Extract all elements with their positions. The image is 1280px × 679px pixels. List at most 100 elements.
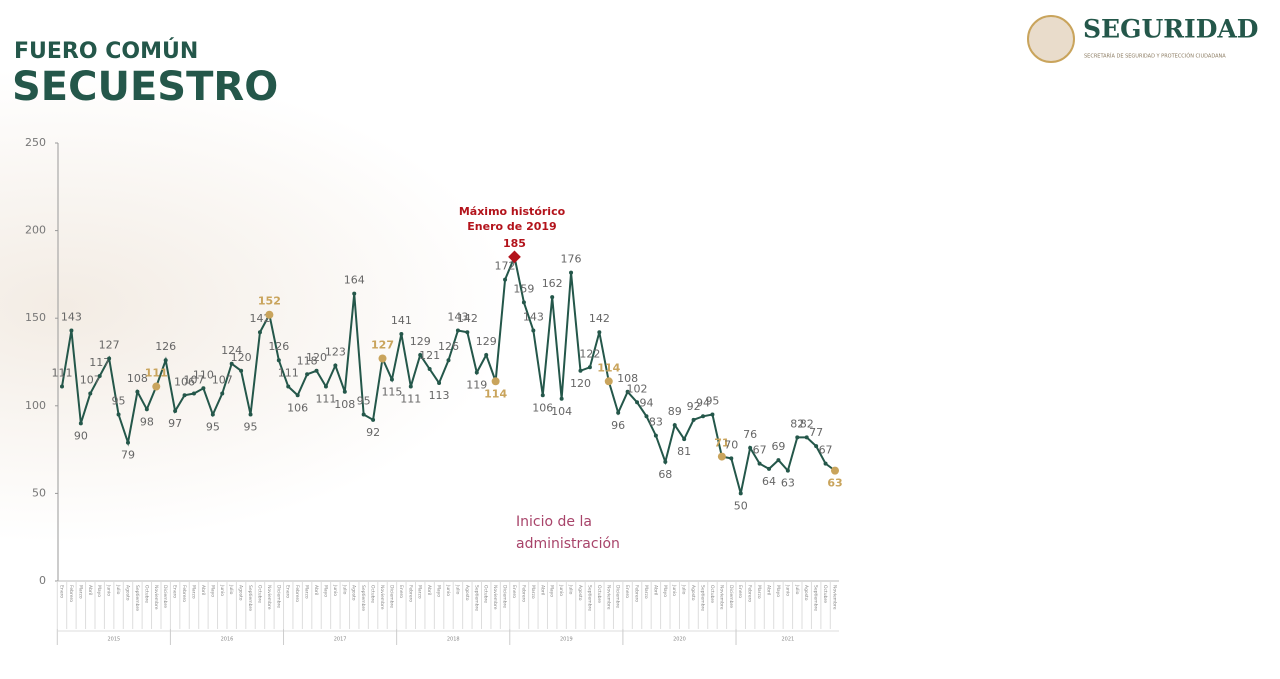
value-label: 64	[762, 475, 776, 488]
value-label: 185	[503, 237, 526, 250]
x-tick-label: Diciembre	[275, 585, 281, 608]
marker	[635, 400, 640, 405]
value-label: 98	[140, 415, 154, 428]
value-label: 119	[466, 379, 487, 392]
x-tick-label: Marzo	[756, 585, 762, 599]
x-tick-label: Mayo	[662, 585, 668, 597]
x-tick-label: Septiembre	[247, 585, 253, 611]
x-tick-label: Mayo	[549, 585, 555, 597]
value-label: 143	[61, 310, 82, 323]
marker	[559, 396, 564, 401]
x-tick-label: Junio	[671, 584, 677, 596]
marker	[569, 270, 574, 275]
marker	[795, 435, 800, 440]
x-tick-label: Septiembre	[700, 585, 706, 611]
y-tick-label: 0	[39, 574, 46, 587]
annotation: Enero de 2019	[467, 220, 556, 233]
marker	[776, 458, 781, 463]
marker	[710, 412, 715, 417]
x-tick-label: Enero	[624, 585, 630, 598]
x-tick-label: Noviembre	[379, 585, 385, 610]
value-label: 71	[714, 437, 729, 450]
x-tick-label: Julio	[568, 584, 574, 595]
x-tick-label: Marzo	[77, 585, 83, 599]
x-tick-label: Abril	[87, 585, 93, 595]
logo	[1027, 15, 1075, 63]
x-tick-label: Julio	[681, 584, 687, 595]
value-label: 142	[249, 312, 270, 325]
marker	[418, 352, 423, 357]
year-label: 2016	[221, 637, 234, 643]
marker	[757, 461, 762, 466]
x-tick-label: Septiembre	[134, 585, 140, 611]
value-label: 114	[597, 361, 620, 374]
marker	[257, 330, 262, 335]
value-label: 120	[306, 351, 327, 364]
value-label: 67	[753, 444, 767, 457]
marker	[125, 440, 130, 445]
value-label: 111	[278, 367, 299, 380]
x-tick-label: Diciembre	[162, 585, 168, 608]
marker	[644, 414, 649, 419]
x-tick-label: Junio	[106, 584, 112, 596]
value-label: 94	[639, 396, 653, 409]
value-label: 172	[495, 260, 516, 273]
x-tick-label: Noviembre	[492, 585, 498, 610]
value-label: 82	[790, 417, 804, 430]
value-label: 77	[809, 426, 823, 439]
x-tick-label: Septiembre	[813, 585, 819, 611]
year-label: 2020	[673, 637, 686, 643]
highlight-marker	[831, 466, 839, 475]
value-label: 108	[334, 398, 355, 411]
marker	[286, 384, 291, 389]
annotation: administración	[516, 536, 620, 552]
marker	[352, 291, 357, 296]
value-label: 70	[724, 438, 738, 451]
x-tick-label: Abril	[313, 585, 319, 595]
x-tick-label: Noviembre	[153, 585, 159, 610]
x-tick-label: Octubre	[370, 585, 376, 603]
marker	[371, 417, 376, 422]
marker	[342, 389, 347, 394]
x-tick-label: Octubre	[256, 585, 262, 603]
marker	[144, 407, 149, 412]
x-tick-label: Mayo	[209, 585, 215, 597]
value-label: 164	[344, 274, 365, 287]
value-label: 92	[366, 426, 380, 439]
value-label: 111	[52, 367, 73, 380]
y-tick-label: 100	[25, 399, 46, 412]
marker	[474, 370, 479, 375]
marker	[361, 412, 366, 417]
x-tick-label: Agosto	[577, 585, 583, 601]
value-label: 95	[112, 395, 126, 408]
value-label: 90	[74, 429, 88, 442]
x-tick-label: Noviembre	[266, 585, 272, 610]
x-tick-label: Noviembre	[605, 585, 611, 610]
marker	[173, 409, 178, 414]
value-label: 102	[627, 382, 648, 395]
marker	[587, 365, 592, 370]
marker	[663, 459, 668, 464]
value-label: 67	[819, 444, 833, 457]
marker	[465, 330, 470, 335]
x-tick-label: Junio	[219, 584, 225, 596]
x-tick-label: Octubre	[709, 585, 715, 603]
value-label: 106	[287, 401, 308, 414]
x-tick-label: Agosto	[238, 585, 244, 601]
marker	[748, 445, 753, 450]
x-tick-label: Enero	[59, 585, 65, 598]
highlight-marker	[717, 452, 726, 461]
x-tick-label: Septiembre	[586, 585, 592, 611]
marker	[116, 412, 121, 417]
annotation: Inicio de la	[516, 514, 592, 530]
value-label: 69	[771, 440, 785, 453]
x-tick-label: Marzo	[190, 585, 196, 599]
title: SECUESTRO	[12, 64, 278, 110]
x-tick-label: Octubre	[822, 585, 828, 603]
value-label: 106	[532, 401, 553, 414]
x-tick-label: Julio	[115, 584, 121, 595]
value-label: 89	[668, 405, 682, 418]
marker	[305, 372, 310, 377]
value-label: 63	[827, 477, 842, 490]
value-label: 110	[193, 368, 214, 381]
